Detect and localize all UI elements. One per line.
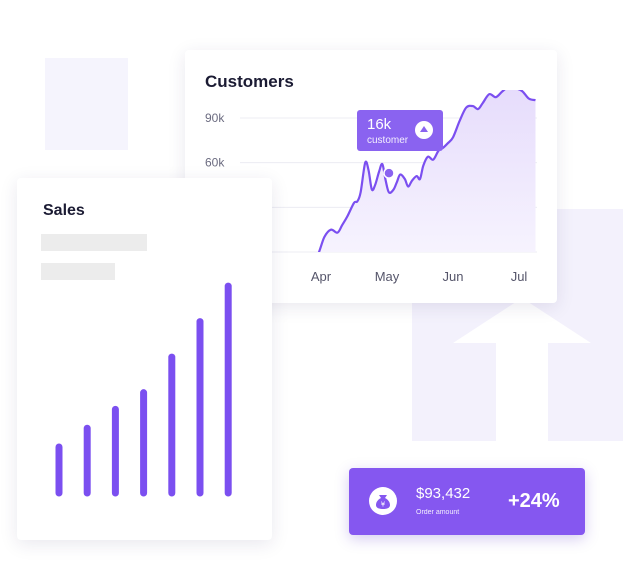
placeholder-line bbox=[41, 234, 147, 251]
x-tick-label: Apr bbox=[311, 269, 332, 284]
decorative-up-arrow-icon bbox=[453, 298, 591, 441]
customers-title: Customers bbox=[205, 72, 294, 91]
customers-series-line bbox=[317, 90, 536, 252]
svg-text:¥: ¥ bbox=[381, 501, 386, 509]
highlight-point bbox=[383, 167, 395, 179]
sales-card: Sales bbox=[17, 178, 272, 540]
order-amount-card: ¥ $93,432 Order amount +24% bbox=[349, 468, 585, 535]
customers-tooltip: 16k customer bbox=[357, 110, 443, 151]
x-tick-label: Jun bbox=[443, 269, 464, 284]
sales-title: Sales bbox=[43, 202, 85, 219]
tooltip-value: 16k bbox=[367, 116, 392, 133]
placeholder-line bbox=[41, 263, 115, 280]
y-tick-label: 60k bbox=[205, 156, 225, 170]
sales-bar-chart bbox=[55, 282, 232, 497]
arrow-up-circle-icon bbox=[415, 121, 433, 139]
order-amount-value: $93,432 bbox=[416, 485, 471, 502]
tooltip-label: customer bbox=[367, 135, 409, 146]
money-bag-icon: ¥ bbox=[369, 487, 397, 515]
customers-chart: 90k 60k Apr May Jun Jul bbox=[205, 90, 537, 284]
customers-area-fill bbox=[311, 90, 536, 252]
y-tick-label: 90k bbox=[205, 111, 225, 125]
order-amount-label: Order amount bbox=[416, 509, 460, 516]
order-change-percent: +24% bbox=[508, 490, 560, 512]
x-tick-label: Jul bbox=[511, 269, 528, 284]
decorative-square bbox=[45, 58, 128, 150]
x-tick-label: May bbox=[375, 269, 400, 284]
